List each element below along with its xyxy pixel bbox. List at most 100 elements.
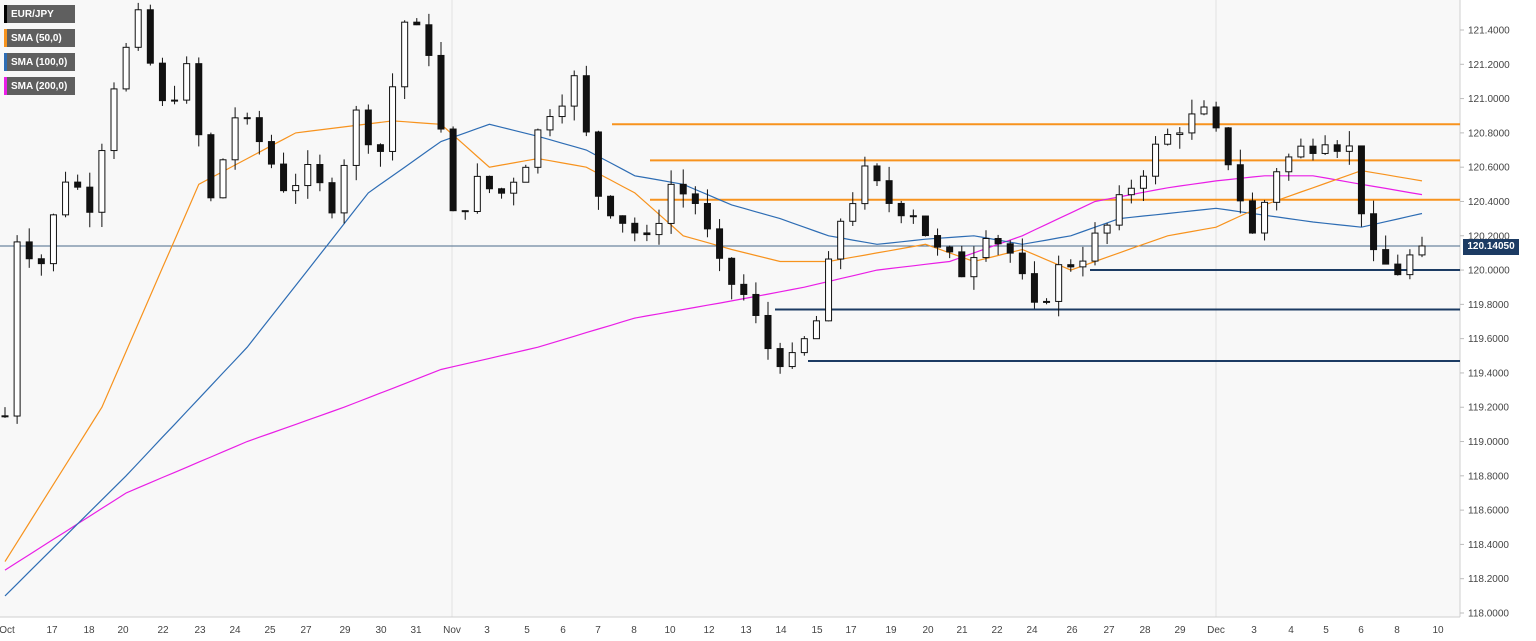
x-tick-label: 5 [1323, 625, 1329, 636]
x-tick-label: 20 [922, 625, 934, 636]
x-tick-label: 5 [524, 625, 530, 636]
legend: EUR/JPY SMA (50,0) SMA (100,0) SMA (200,… [4, 5, 76, 101]
candle-up [570, 75, 578, 107]
candle-down [158, 62, 166, 102]
candle-down [619, 215, 627, 224]
x-tick-label: 7 [595, 625, 601, 636]
candle-down [280, 163, 288, 192]
candle-up [534, 129, 542, 168]
legend-item-sma200[interactable]: SMA (200,0) [4, 77, 76, 95]
candle-up [1152, 143, 1160, 177]
candle-down [994, 237, 1002, 245]
candle-up [340, 164, 348, 214]
legend-item-eurjpy[interactable]: EUR/JPY [4, 5, 76, 23]
candle-down [255, 117, 263, 143]
y-tick-label: 121.2000 [1468, 60, 1510, 71]
candle-up [1261, 201, 1269, 234]
candle-up [1164, 134, 1172, 145]
candle-down [909, 215, 917, 218]
candle-down [1018, 252, 1026, 275]
candle-up [122, 46, 130, 90]
candle-down [1394, 263, 1402, 276]
candle-down [776, 348, 784, 368]
candle-up [1200, 106, 1208, 115]
candle-up [861, 165, 869, 205]
sma100-line [4, 123, 1423, 597]
candle-down [728, 257, 736, 285]
candle-up [1285, 156, 1293, 173]
candle-up [231, 117, 239, 161]
candle-up [970, 257, 978, 278]
candle-down [958, 251, 966, 278]
candle-down [1248, 200, 1256, 234]
candle-up [473, 175, 481, 213]
x-tick-label: 6 [1358, 625, 1364, 636]
candle-up [134, 9, 142, 48]
x-tick-label: 21 [956, 625, 968, 636]
candle-down [1370, 213, 1378, 251]
candle-up [1079, 260, 1087, 268]
x-tick-label: 3 [484, 625, 490, 636]
x-tick-label: 31 [410, 625, 422, 636]
y-tick-label: 120.4000 [1468, 197, 1510, 208]
candle-down [643, 232, 651, 236]
candle-up [304, 164, 312, 187]
candle-down [316, 164, 324, 184]
x-tick-label: 17 [46, 625, 58, 636]
candle-down [1333, 144, 1341, 152]
candle-up [558, 105, 566, 118]
y-tick-label: 118.2000 [1468, 574, 1509, 585]
y-tick-label: 119.4000 [1468, 368, 1509, 379]
candle-up [352, 109, 360, 166]
candle-up [389, 86, 397, 152]
candle-up [110, 88, 118, 152]
candle-up [1055, 264, 1063, 302]
candle-down [1212, 106, 1220, 129]
x-tick-label: 6 [560, 625, 566, 636]
x-tick-label: 22 [991, 625, 1003, 636]
candle-down [498, 188, 506, 194]
candle-down [885, 180, 893, 204]
candle-up [1406, 254, 1414, 276]
candle-down [740, 283, 748, 295]
candle-up [243, 117, 251, 120]
candle-down [195, 63, 203, 136]
candle-down [946, 246, 954, 253]
candle-down [691, 193, 699, 204]
x-tick-label: 10 [1432, 625, 1444, 636]
candle-up [849, 203, 857, 222]
candle-down [1382, 249, 1390, 265]
legend-item-sma100[interactable]: SMA (100,0) [4, 53, 76, 71]
candle-down [207, 134, 215, 199]
y-tick-label: 120.6000 [1468, 163, 1510, 174]
y-tick-label: 121.0000 [1468, 94, 1510, 105]
x-tick-label: 29 [1174, 625, 1186, 636]
legend-item-sma50[interactable]: SMA (50,0) [4, 29, 76, 47]
x-tick-label: 15 [811, 625, 823, 636]
x-tick-label: 14 [775, 625, 787, 636]
candle-up [1091, 232, 1099, 262]
candle-down [461, 210, 469, 213]
candle-down [921, 215, 929, 237]
y-tick-label: 120.0000 [1468, 266, 1510, 277]
x-tick-label: 27 [300, 625, 312, 636]
y-tick-label: 118.4000 [1468, 540, 1509, 551]
x-tick-label: 10 [664, 625, 676, 636]
candle-up [1297, 145, 1305, 158]
candle-down [582, 75, 590, 133]
x-tick-label: 26 [1066, 625, 1078, 636]
candle-down [1030, 273, 1038, 303]
candle-down [716, 228, 724, 259]
y-tick-label: 118.0000 [1468, 609, 1509, 620]
x-tick-label: 20 [117, 625, 129, 636]
candle-down [86, 186, 94, 213]
candle-up [13, 241, 21, 417]
x-tick-label: 17 [845, 625, 857, 636]
candle-down [873, 165, 881, 182]
x-tick-label: 19 [885, 625, 897, 636]
candle-up [825, 258, 833, 322]
candle-down [1357, 145, 1365, 215]
candle-up [1115, 194, 1123, 226]
candle-up [837, 220, 845, 260]
candle-down [752, 293, 760, 316]
